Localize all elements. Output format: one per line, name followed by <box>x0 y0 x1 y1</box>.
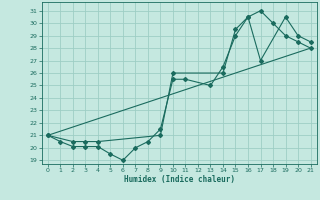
X-axis label: Humidex (Indice chaleur): Humidex (Indice chaleur) <box>124 175 235 184</box>
